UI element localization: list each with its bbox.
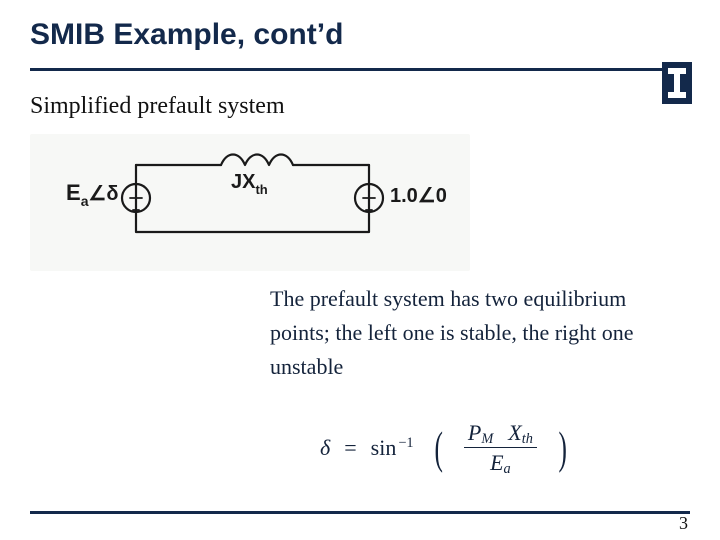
delta-formula: δ = sin−1 ( PM Xth Ea ) <box>320 420 570 476</box>
left-source-sub: a <box>81 193 89 209</box>
impedance-sub: th <box>255 182 267 197</box>
svg-text:JXth: JXth <box>231 171 268 197</box>
frac-P: P <box>468 420 481 445</box>
description-text: The prefault system has two equilibrium … <box>270 282 690 384</box>
formula-lhs: δ <box>320 435 330 461</box>
circuit-sketch: Ea∠δ JXth 1.0∠0 <box>30 134 470 271</box>
impedance-j: JX <box>231 171 256 193</box>
title-rule <box>30 68 690 71</box>
footer-rule <box>30 511 690 514</box>
right-source-ang: ∠0 <box>418 185 447 207</box>
close-paren: ) <box>558 425 566 471</box>
illinois-logo <box>662 62 692 104</box>
frac-E: E <box>490 450 503 475</box>
svg-text:Ea∠δ: Ea∠δ <box>66 180 119 209</box>
left-source-E: E <box>66 180 81 205</box>
frac-Xsub: th <box>522 431 533 447</box>
formula-equals: = <box>344 435 356 461</box>
frac-Esub: a <box>504 461 511 477</box>
frac-Psub: M <box>481 431 493 447</box>
formula-func: sin <box>371 435 397 460</box>
left-source-angle: ∠δ <box>88 183 118 205</box>
open-paren: ( <box>434 425 442 471</box>
frac-X: X <box>508 420 521 445</box>
svg-text:1.0∠0: 1.0∠0 <box>390 185 447 207</box>
subtitle: Simplified prefault system <box>30 93 690 120</box>
page-title: SMIB Example, cont’d <box>30 18 690 52</box>
right-source-mag: 1.0 <box>390 185 418 207</box>
formula-fraction: PM Xth Ea <box>464 420 537 476</box>
page-number: 3 <box>679 513 688 534</box>
formula-sup: −1 <box>398 435 413 451</box>
